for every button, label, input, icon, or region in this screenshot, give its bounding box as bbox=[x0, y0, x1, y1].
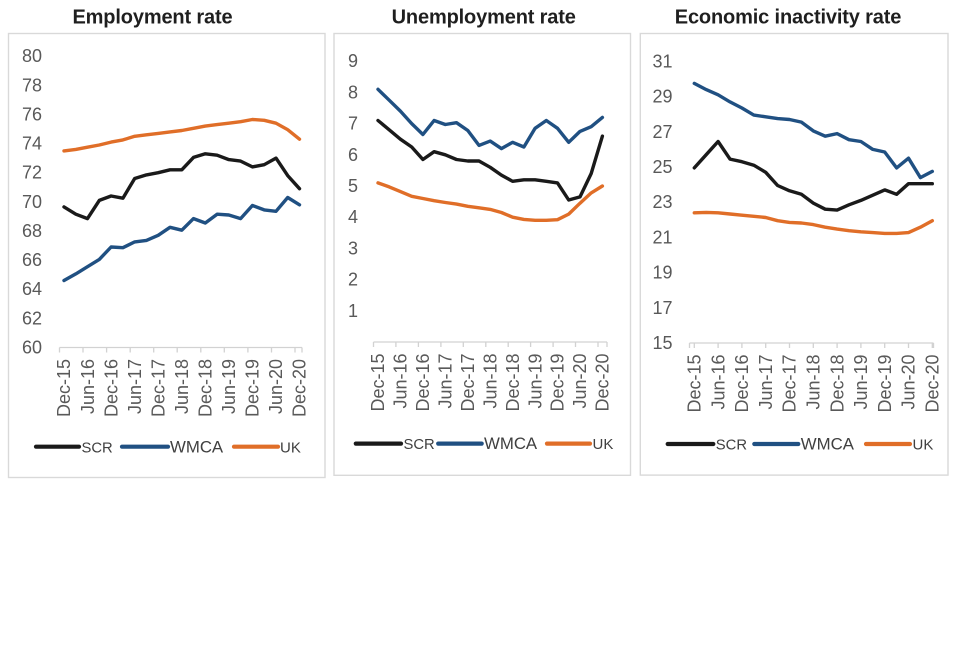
svg-text:SCR: SCR bbox=[716, 438, 747, 454]
svg-text:Dec-18: Dec-18 bbox=[196, 359, 216, 417]
svg-text:9: 9 bbox=[348, 51, 358, 71]
svg-text:5: 5 bbox=[348, 176, 358, 196]
svg-text:Dec-15: Dec-15 bbox=[685, 355, 705, 413]
svg-text:Dec-19: Dec-19 bbox=[548, 354, 568, 412]
svg-text:Dec-19: Dec-19 bbox=[243, 359, 263, 417]
svg-text:Jun-16: Jun-16 bbox=[391, 354, 411, 409]
svg-text:Jun-17: Jun-17 bbox=[756, 355, 776, 410]
svg-text:72: 72 bbox=[22, 163, 42, 183]
svg-text:SCR: SCR bbox=[404, 437, 435, 453]
svg-text:UK: UK bbox=[913, 437, 934, 454]
svg-text:15: 15 bbox=[652, 333, 672, 353]
svg-text:Jun-20: Jun-20 bbox=[899, 355, 919, 410]
svg-text:Jun-18: Jun-18 bbox=[172, 359, 192, 414]
svg-text:Jun-19: Jun-19 bbox=[525, 354, 545, 409]
svg-text:Jun-18: Jun-18 bbox=[804, 355, 824, 410]
svg-text:Dec-15: Dec-15 bbox=[368, 354, 388, 412]
svg-text:Dec-17: Dec-17 bbox=[458, 354, 478, 412]
svg-text:Economic inactivity rate: Economic inactivity rate bbox=[675, 7, 902, 29]
svg-text:Dec-18: Dec-18 bbox=[503, 354, 523, 412]
svg-text:Jun-16: Jun-16 bbox=[708, 355, 728, 410]
svg-text:3: 3 bbox=[348, 238, 358, 258]
svg-text:Jun-17: Jun-17 bbox=[125, 359, 145, 414]
svg-text:66: 66 bbox=[22, 250, 42, 270]
svg-text:8: 8 bbox=[348, 82, 358, 102]
svg-text:Dec-20: Dec-20 bbox=[923, 355, 943, 413]
svg-text:27: 27 bbox=[652, 122, 672, 142]
svg-text:Jun-19: Jun-19 bbox=[851, 355, 871, 410]
svg-text:29: 29 bbox=[652, 87, 672, 107]
svg-text:Dec-17: Dec-17 bbox=[780, 355, 800, 413]
svg-text:Employment rate: Employment rate bbox=[72, 7, 232, 29]
svg-text:WMCA: WMCA bbox=[801, 435, 855, 454]
svg-text:WMCA: WMCA bbox=[170, 437, 224, 456]
svg-text:4: 4 bbox=[348, 207, 358, 227]
svg-text:78: 78 bbox=[22, 75, 42, 95]
svg-text:Dec-20: Dec-20 bbox=[290, 359, 310, 417]
svg-text:UK: UK bbox=[280, 439, 301, 456]
svg-text:6: 6 bbox=[348, 145, 358, 165]
svg-text:Dec-16: Dec-16 bbox=[732, 355, 752, 413]
svg-text:Jun-18: Jun-18 bbox=[480, 354, 500, 409]
svg-text:68: 68 bbox=[22, 221, 42, 241]
svg-text:Jun-16: Jun-16 bbox=[78, 359, 98, 414]
svg-text:62: 62 bbox=[22, 308, 42, 328]
svg-text:23: 23 bbox=[652, 192, 672, 212]
svg-text:Dec-16: Dec-16 bbox=[413, 354, 433, 412]
svg-text:19: 19 bbox=[652, 263, 672, 283]
svg-text:Unemployment rate: Unemployment rate bbox=[392, 7, 576, 29]
svg-text:Jun-19: Jun-19 bbox=[219, 359, 239, 414]
svg-text:Dec-15: Dec-15 bbox=[54, 359, 74, 417]
svg-text:80: 80 bbox=[22, 46, 42, 66]
svg-text:2: 2 bbox=[348, 270, 358, 290]
svg-text:31: 31 bbox=[652, 51, 672, 71]
svg-text:Dec-20: Dec-20 bbox=[593, 354, 613, 412]
svg-text:76: 76 bbox=[22, 105, 42, 125]
svg-text:1: 1 bbox=[348, 301, 358, 321]
svg-text:Jun-17: Jun-17 bbox=[436, 354, 456, 409]
svg-text:UK: UK bbox=[593, 436, 614, 453]
svg-text:Jun-20: Jun-20 bbox=[570, 354, 590, 409]
svg-text:74: 74 bbox=[22, 134, 42, 154]
svg-text:17: 17 bbox=[652, 298, 672, 318]
svg-text:70: 70 bbox=[22, 192, 42, 212]
svg-text:21: 21 bbox=[652, 227, 672, 247]
svg-text:Jun-20: Jun-20 bbox=[266, 359, 286, 414]
svg-text:SCR: SCR bbox=[82, 440, 113, 456]
svg-text:7: 7 bbox=[348, 114, 358, 134]
svg-text:Dec-16: Dec-16 bbox=[101, 359, 121, 417]
svg-text:64: 64 bbox=[22, 279, 42, 299]
svg-text:Dec-19: Dec-19 bbox=[875, 355, 895, 413]
svg-text:Dec-18: Dec-18 bbox=[827, 355, 847, 413]
svg-text:25: 25 bbox=[652, 157, 672, 177]
svg-text:WMCA: WMCA bbox=[484, 434, 538, 453]
svg-text:60: 60 bbox=[22, 338, 42, 358]
svg-text:Dec-17: Dec-17 bbox=[148, 359, 168, 417]
